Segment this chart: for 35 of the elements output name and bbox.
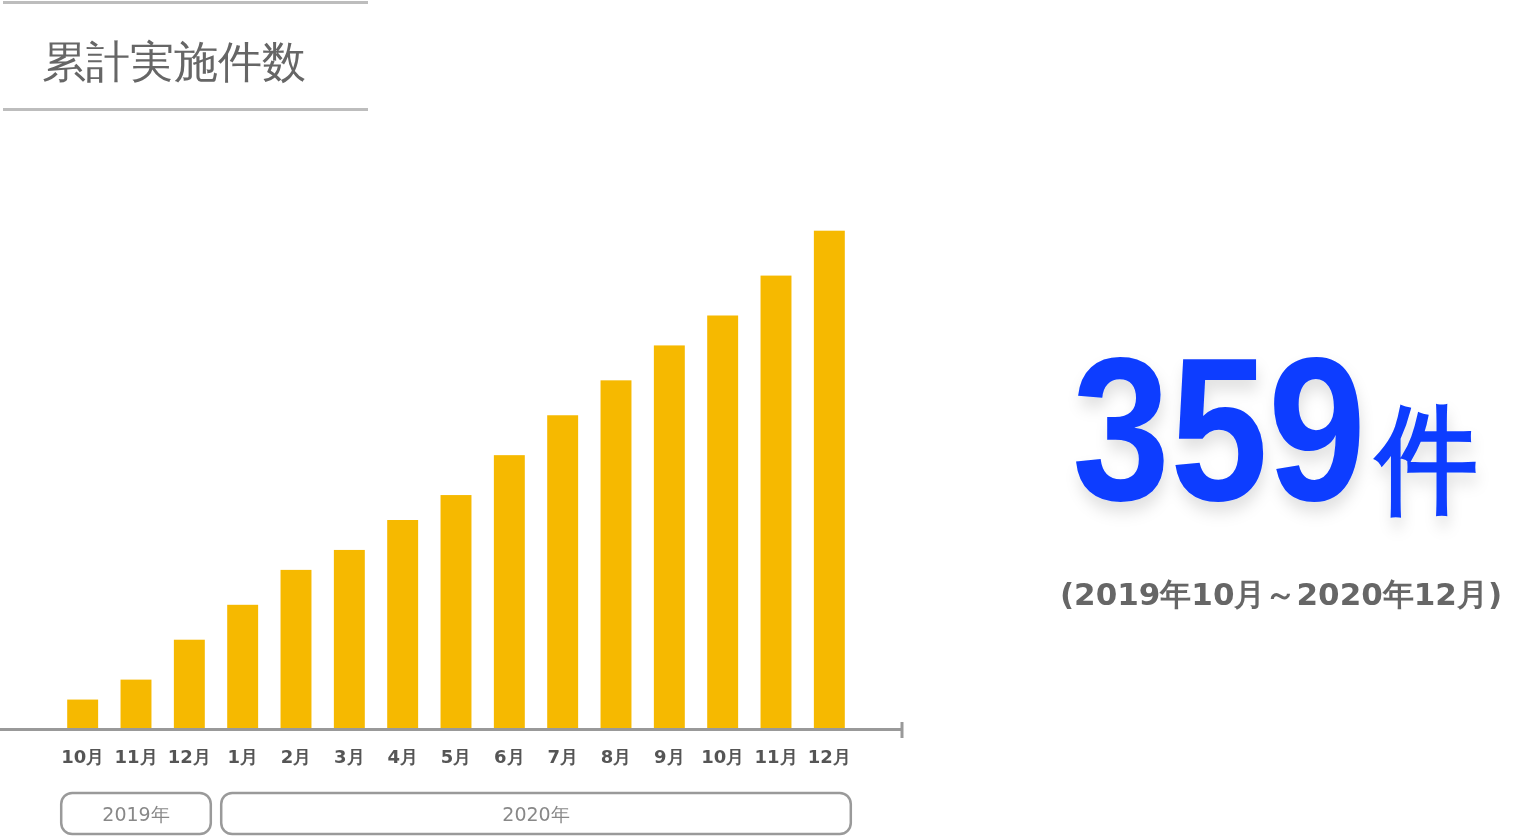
chart-title: 累計実施件数 — [42, 36, 306, 87]
x-tick-label: 4月 — [387, 746, 418, 767]
x-tick-label: 1月 — [227, 746, 258, 767]
x-tick-label: 10月 — [61, 746, 105, 767]
x-tick-label: 6月 — [494, 746, 525, 767]
text: (2019年10月～2020年12月) — [1059, 576, 1503, 612]
text: 359件 — [1072, 314, 1478, 544]
x-tick-label: 3月 — [334, 746, 365, 767]
bar — [280, 569, 312, 730]
bar — [173, 639, 205, 730]
text: 2019年 — [102, 803, 170, 825]
x-tick-label: 12月 — [167, 746, 211, 767]
bar — [493, 455, 525, 730]
bar — [707, 315, 739, 730]
bar — [813, 230, 845, 730]
x-tick-label: 11月 — [754, 746, 798, 767]
bar — [227, 604, 259, 730]
bar — [600, 380, 632, 730]
x-tick-label: 5月 — [440, 746, 472, 767]
bar — [387, 520, 419, 730]
x-tick-label: 2月 — [280, 746, 312, 767]
x-tick-label: 9月 — [654, 746, 685, 767]
bar — [760, 275, 792, 730]
x-tick-label: 11月 — [114, 746, 158, 767]
text: 2020年 — [502, 803, 570, 825]
bar — [440, 495, 472, 730]
bar — [653, 345, 685, 730]
bar — [547, 415, 579, 730]
x-tick-label: 7月 — [547, 746, 578, 767]
bar — [333, 549, 365, 730]
x-tick-label: 12月 — [807, 746, 851, 767]
bar — [67, 699, 99, 730]
bar — [120, 679, 152, 730]
x-tick-label: 10月 — [701, 746, 745, 767]
x-tick-label: 8月 — [600, 746, 632, 767]
